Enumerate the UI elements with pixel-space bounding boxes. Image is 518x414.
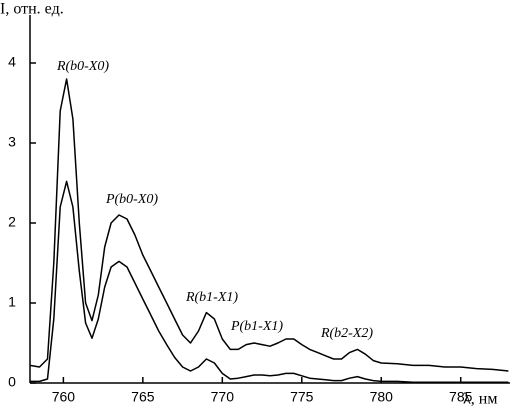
x-tick-label: 770 — [211, 389, 235, 405]
peak-label: P(b1-X1) — [230, 319, 283, 334]
y-tick-label: 1 — [8, 294, 16, 310]
spectrum-line — [30, 180, 509, 383]
peak-label: P(b0-X0) — [105, 192, 158, 207]
x-tick-label: 760 — [52, 389, 76, 405]
x-tick-label: 775 — [290, 389, 314, 405]
y-tick-label: 3 — [8, 134, 16, 150]
y-tick-label: 0 — [8, 374, 16, 390]
peak-label: R(b1-X1) — [185, 290, 238, 305]
x-tick-label: 780 — [370, 389, 394, 405]
peak-label: R(b2-X2) — [320, 326, 373, 341]
spectrum-line — [29, 78, 509, 372]
y-tick-label: 4 — [8, 54, 16, 70]
y-axis-title: I, отн. ед. — [0, 1, 64, 18]
x-axis-title: λ, нм — [463, 391, 497, 408]
y-tick-label: 2 — [8, 214, 16, 230]
x-tick-label: 785 — [449, 389, 473, 405]
x-tick-label: 765 — [131, 389, 155, 405]
peak-label: R(b0-X0) — [56, 59, 109, 74]
